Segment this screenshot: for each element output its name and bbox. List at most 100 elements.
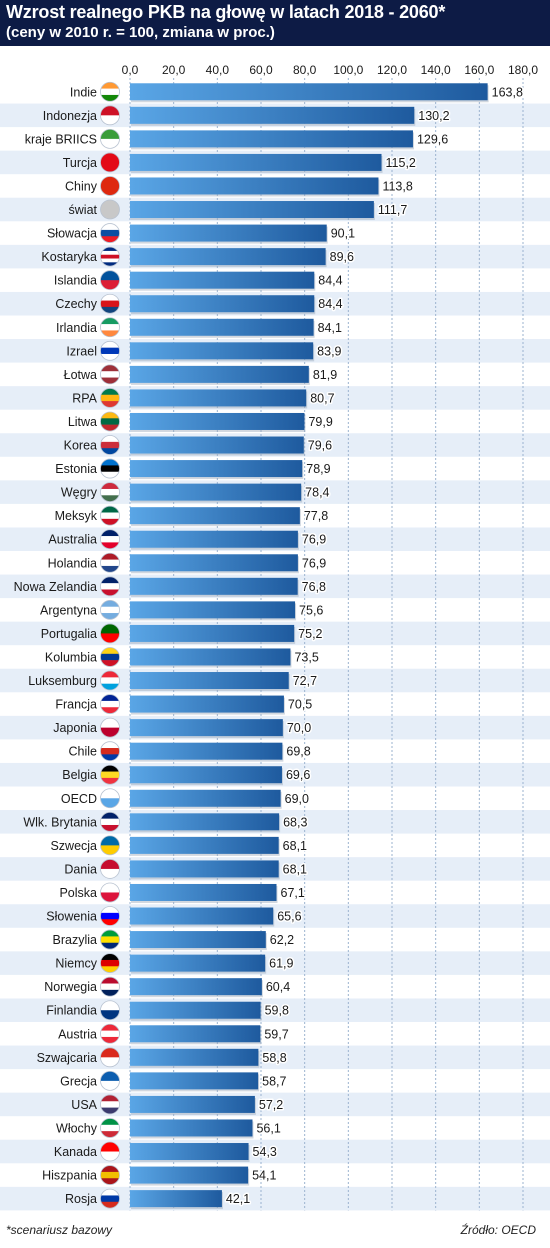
category-label: Nowa Zelandia: [14, 580, 97, 594]
flag-icon: [100, 906, 120, 926]
bar: [130, 342, 314, 360]
value-label: 76,9: [302, 533, 326, 547]
value-label: 76,9: [302, 556, 326, 570]
category-label: Korea: [64, 439, 97, 453]
category-label: Australia: [48, 533, 97, 547]
flag-icon: [100, 647, 120, 667]
value-label: 129,6: [417, 132, 448, 146]
flag-icon: [100, 1023, 120, 1044]
flag-icon: [100, 340, 120, 361]
bar: [130, 153, 382, 171]
category-label: Brazylia: [53, 933, 98, 947]
flag-icon: [100, 199, 120, 220]
bar: [130, 389, 307, 407]
flag-icon: [100, 529, 120, 550]
bar: [130, 1143, 249, 1161]
bar: [130, 860, 279, 878]
chart-header: Wzrost realnego PKB na głowę w latach 20…: [0, 0, 550, 46]
value-label: 59,8: [265, 1004, 289, 1018]
bar: [130, 789, 281, 807]
flag-icon: [100, 623, 120, 644]
bar: [130, 624, 295, 642]
category-label: Norwegia: [44, 980, 97, 994]
value-label: 58,7: [262, 1074, 286, 1088]
flag-icon: [100, 176, 120, 196]
bar: [130, 1166, 249, 1184]
category-label: Belgia: [62, 768, 97, 782]
bar: [130, 813, 280, 831]
category-label: Holandia: [48, 556, 97, 570]
bar: [130, 672, 289, 690]
flag-icon: [100, 293, 120, 314]
value-label: 57,2: [259, 1098, 283, 1112]
category-label: Chile: [69, 745, 98, 759]
flag-icon: [100, 1047, 120, 1068]
value-label: 79,9: [308, 415, 332, 429]
bar: [130, 766, 282, 784]
category-label: Finlandia: [46, 1004, 97, 1018]
category-label: Argentyna: [40, 603, 97, 617]
value-label: 76,8: [302, 580, 326, 594]
bar: [130, 648, 291, 666]
value-label: 163,8: [492, 85, 523, 99]
category-label: Irlandia: [56, 321, 97, 335]
gridlines: [129, 78, 524, 1211]
category-label: świat: [69, 203, 98, 217]
bar: [130, 577, 298, 595]
flag-icon: [100, 411, 120, 432]
bar: [130, 530, 298, 548]
bar: [130, 106, 415, 124]
value-label: 89,6: [330, 250, 354, 264]
flag-icon: [100, 246, 120, 267]
bar: [130, 695, 284, 713]
x-tick-label: 20,0: [162, 63, 186, 77]
flag-icon: [100, 1094, 120, 1115]
category-label: Czechy: [55, 297, 97, 311]
value-label: 65,6: [277, 910, 301, 924]
flag-icon: [100, 953, 120, 974]
value-label: 78,9: [306, 462, 330, 476]
value-label: 68,3: [283, 815, 307, 829]
footnote: *scenariusz bazowy: [6, 1223, 113, 1237]
value-label: 68,1: [283, 862, 307, 876]
category-label: kraje BRIICS: [25, 132, 97, 146]
category-label: Hiszpania: [42, 1169, 97, 1183]
x-tick-label: 160,0: [464, 63, 494, 77]
category-label: Kostaryka: [41, 250, 97, 264]
flag-icon: [100, 717, 120, 738]
category-label: Izrael: [66, 344, 97, 358]
flag-icon: [100, 270, 120, 291]
flag-icon: [100, 1118, 120, 1138]
bar: [130, 1095, 255, 1113]
bar: [130, 1119, 253, 1137]
flag-icon: [100, 505, 120, 526]
value-label: 69,6: [286, 768, 310, 782]
bar: [130, 201, 374, 219]
bar: [130, 1072, 259, 1090]
x-tick-label: 140,0: [421, 63, 451, 77]
value-label: 42,1: [226, 1192, 250, 1206]
category-label: Łotwa: [64, 368, 97, 382]
category-label: Wlk. Brytania: [23, 815, 97, 829]
value-label: 54,3: [253, 1145, 277, 1159]
source-note: Źródło: OECD: [460, 1223, 536, 1237]
bar: [130, 931, 266, 949]
value-label: 62,2: [270, 933, 294, 947]
category-label: Turcja: [63, 156, 97, 170]
value-label: 60,4: [266, 980, 290, 994]
category-label: OECD: [61, 792, 97, 806]
flag-icon: [100, 152, 120, 173]
category-label: Islandia: [54, 274, 97, 288]
flag-icon: [100, 929, 120, 950]
category-label: Estonia: [55, 462, 97, 476]
flag-icons: [100, 81, 120, 1209]
value-label: 80,7: [310, 391, 334, 405]
value-label: 84,1: [318, 321, 342, 335]
bar: [130, 742, 283, 760]
category-label: Litwa: [68, 415, 97, 429]
bar: [130, 83, 488, 101]
bar: [130, 365, 309, 383]
flag-icon: [100, 317, 120, 338]
flag-icon: [100, 1000, 120, 1021]
bar-chart: 0,0 20,0 40,0 60,0 80,0 100,0 120,0 140,0 160,0 1…: [0, 63, 550, 1211]
